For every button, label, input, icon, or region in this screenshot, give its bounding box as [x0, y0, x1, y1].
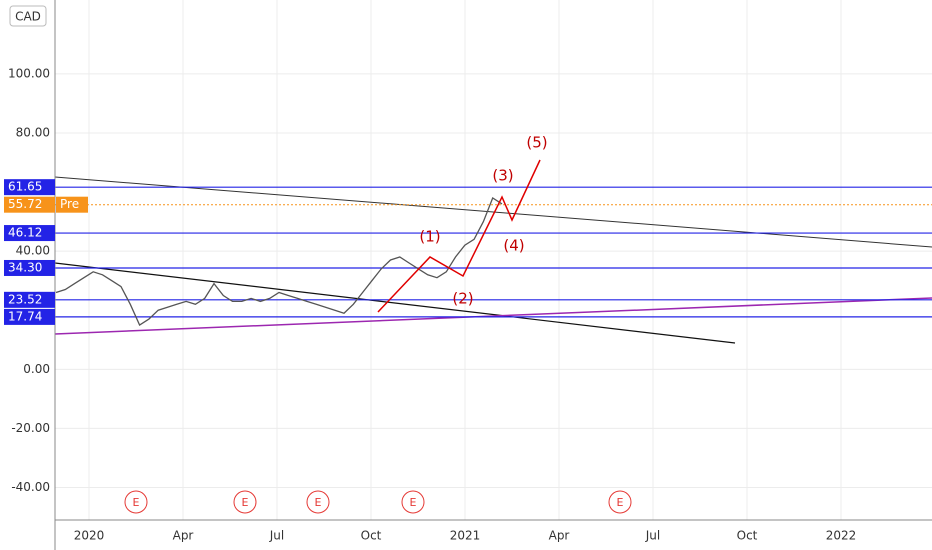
x-tick-label: Jul	[269, 529, 284, 543]
price-badge	[4, 291, 55, 308]
event-marker	[401, 490, 425, 514]
price-line	[55, 197, 503, 326]
event-label: E	[410, 496, 417, 509]
grid	[55, 0, 932, 520]
price-badge	[4, 308, 55, 325]
wave-label: (1)	[419, 228, 440, 246]
wave-label: (5)	[526, 134, 547, 152]
levels	[55, 186, 932, 318]
price-badge	[4, 225, 55, 242]
event-label: E	[315, 496, 322, 509]
x-tick-label: Oct	[361, 529, 382, 543]
wave-path	[377, 159, 541, 313]
x-tick-label: Apr	[549, 529, 570, 543]
x-tick-label: Apr	[173, 529, 194, 543]
y-tick-label: 100.00	[8, 66, 50, 80]
x-tick-label: Oct	[737, 529, 758, 543]
event-marker	[124, 490, 148, 514]
currency-box	[9, 5, 47, 27]
price-badge-label: 46.12	[8, 226, 42, 240]
wave-labels: (1) (2) (3) (4) (5)	[419, 134, 547, 308]
trend-line	[54, 297, 932, 335]
plot	[55, 197, 503, 326]
wave-label: (4)	[503, 237, 524, 255]
price-badge-label: 61.65	[8, 180, 42, 194]
event-label: E	[242, 496, 249, 509]
y-tick-label: -40.00	[11, 480, 50, 494]
pre-badge	[56, 196, 88, 213]
event-marker	[306, 490, 330, 514]
wave-label: (2)	[452, 290, 473, 308]
x-tick-label: 2022	[826, 529, 857, 543]
x-tick-label: Jul	[645, 529, 660, 543]
axes: 100.00 80.00 40.00 0.00 -20.00 -40.00 2020 Apr J…	[4, 66, 857, 543]
event-label: E	[617, 496, 624, 509]
currency: CAD	[15, 10, 41, 24]
x-tick-label: 2021	[450, 529, 481, 543]
price-badge-label: 17.74	[8, 309, 42, 323]
x-tick-label: 2020	[74, 529, 105, 543]
y-tick-label: 80.00	[16, 125, 50, 139]
trend-line	[54, 262, 736, 344]
price-badge-label: 23.52	[8, 292, 42, 306]
event-marker	[608, 490, 632, 514]
price-badge-label: 34.30	[8, 260, 42, 274]
pre-label: Pre	[60, 197, 79, 211]
trend-line	[54, 176, 932, 248]
price-badge	[4, 259, 55, 276]
event-marker	[233, 490, 257, 514]
last-price-badge	[4, 196, 55, 213]
y-tick-label: 40.00	[16, 244, 50, 258]
price-badge	[4, 179, 55, 196]
y-tick-label: 0.00	[23, 362, 50, 376]
last-price-label: 55.72	[8, 197, 42, 211]
wave-label: (3)	[492, 167, 513, 185]
event-label: E	[133, 496, 140, 509]
y-tick-label: -20.00	[11, 421, 50, 435]
